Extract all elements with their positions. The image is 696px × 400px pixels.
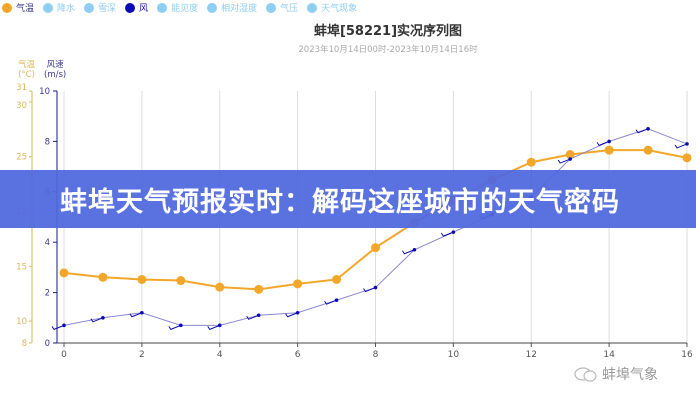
temp-point — [98, 272, 108, 282]
wind-barb-icon — [557, 158, 571, 164]
wind-barb-icon — [635, 128, 649, 134]
wind-barb-icon — [129, 312, 143, 318]
x-tick-label: 10 — [448, 350, 460, 360]
legend-label: 相对湿度 — [221, 4, 258, 14]
temp-tick-label: 31 — [16, 83, 27, 93]
temp-point — [176, 276, 186, 286]
temp-point — [254, 284, 264, 294]
headline-text: 蚌埠天气预报实时：解码这座城市的天气密码 — [60, 186, 620, 218]
wind-axis-name: 风速 (m/s) — [44, 60, 66, 80]
temp-point — [59, 268, 69, 278]
temp-axis-name-line1: 气温 — [18, 60, 36, 70]
legend-label: 能见度 — [171, 4, 199, 14]
wind-tick-label: 4 — [45, 238, 50, 248]
legend-marker — [266, 2, 277, 13]
legend-label: 降水 — [57, 4, 76, 14]
temp-point — [137, 274, 147, 284]
legend-item-4[interactable]: 能见度 — [157, 1, 198, 14]
wind-barb-icon — [440, 231, 454, 237]
temp-tick-label: 8 — [22, 339, 27, 349]
legend-item-0[interactable]: 气温 — [2, 1, 34, 14]
chart-subtitle: 2023年10月14日00时-2023年10月14日16时 — [298, 45, 478, 55]
x-tick-label: 14 — [603, 350, 615, 360]
wind-barb-icon — [168, 324, 181, 330]
temp-point — [643, 145, 653, 155]
wind-barb-icon — [674, 143, 688, 149]
legend-item-1[interactable]: 降水 — [43, 1, 75, 14]
x-tick-label: 2 — [139, 350, 145, 360]
temp-point — [332, 274, 342, 284]
watermark: 蚌埠气象 — [573, 364, 658, 384]
legend-item-3[interactable]: 风 — [125, 1, 148, 14]
wechat-icon — [574, 367, 597, 382]
legend-label: 雪深 — [98, 4, 117, 14]
temp-tick-label: 10 — [16, 317, 27, 327]
wind-point — [62, 323, 66, 328]
legend-marker — [307, 2, 318, 13]
wind-barb-icon — [207, 324, 220, 330]
wind-axis-unit: (m/s) — [44, 70, 67, 80]
headline-banner: 蚌埠天气预报实时：解码这座城市的天气密码 — [0, 170, 696, 228]
temp-tick-label: 25 — [16, 153, 27, 163]
x-tick-label: 0 — [61, 350, 67, 360]
legend-marker — [43, 2, 54, 13]
wind-tick-label: 0 — [45, 339, 50, 349]
legend-marker — [2, 2, 12, 13]
wind-barb-icon — [324, 299, 337, 305]
legend-label: 气温 — [16, 4, 35, 14]
temp-point — [682, 153, 692, 163]
legend-marker — [157, 2, 168, 13]
legend-item-5[interactable]: 相对湿度 — [207, 1, 257, 14]
temp-point — [565, 150, 575, 160]
legend-marker — [84, 2, 95, 13]
legend-label: 天气现象 — [321, 4, 358, 14]
wind-barb-icon — [51, 324, 65, 330]
temp-point — [526, 157, 536, 167]
temp-tick-label: 30 — [16, 101, 27, 111]
temp-tick-label: 15 — [16, 262, 27, 272]
temp-point — [293, 279, 303, 289]
temp-axis-unit: (°C) — [18, 70, 35, 80]
legend-label: 气压 — [280, 4, 299, 14]
wind-tick-label: 2 — [45, 289, 50, 299]
wind-barb-icon — [596, 140, 610, 147]
wind-barb-icon — [363, 287, 376, 293]
legend-item-7[interactable]: 天气现象 — [307, 1, 357, 14]
x-tick-label: 4 — [217, 350, 223, 360]
wind-barb-icon — [90, 317, 104, 323]
legend-item-2[interactable]: 雪深 — [84, 1, 116, 14]
temp-point — [215, 282, 225, 292]
legend-marker — [207, 2, 218, 13]
wind-tick-label: 10 — [39, 87, 50, 97]
temp-point — [604, 145, 614, 155]
x-tick-label: 6 — [295, 350, 301, 360]
legend-marker — [125, 2, 136, 13]
x-tick-label: 8 — [373, 350, 379, 360]
legend: 气温 降水 雪深 风 能见度 相对湿度 气压 天气现象 — [2, 1, 366, 14]
wind-barb-icon — [402, 249, 415, 255]
temp-point — [371, 243, 380, 253]
wind-axis-name-line1: 风速 — [46, 60, 64, 70]
wind-barb-icon — [285, 312, 298, 318]
legend-label: 风 — [139, 4, 149, 14]
x-tick-label: 12 — [526, 350, 537, 360]
wind-barb-icon — [246, 314, 259, 320]
x-tick-label: 16 — [681, 350, 693, 360]
watermark-text: 蚌埠气象 — [602, 367, 658, 383]
temp-axis-name: 气温 (°C) — [18, 60, 35, 80]
wind-tick-label: 8 — [45, 137, 50, 147]
chart-title: 蚌埠[58221]实况序列图 — [313, 24, 463, 39]
legend-item-6[interactable]: 气压 — [266, 1, 298, 14]
